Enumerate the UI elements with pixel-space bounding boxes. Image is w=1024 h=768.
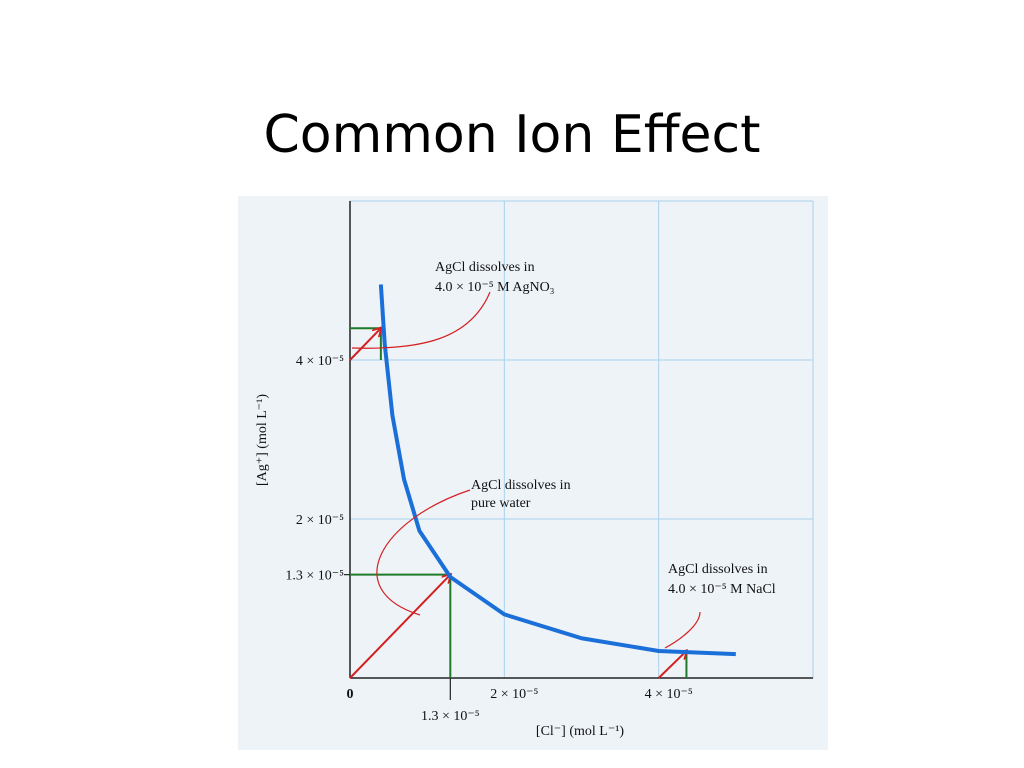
chart-background <box>238 196 828 750</box>
slide-title: Common Ion Effect <box>263 105 760 165</box>
curve <box>378 284 736 657</box>
arrow <box>349 328 381 361</box>
annotation: AgCl dissolves in <box>471 478 571 493</box>
y-axis-label: [Ag⁺] (mol L⁻¹) <box>255 394 270 486</box>
annotation: pure water <box>471 496 531 511</box>
x-axis-label: [Cl⁻] (mol L⁻¹) <box>536 724 625 739</box>
y-tick-label: 4 × 10⁻⁵ <box>296 354 344 369</box>
x-tick-label: 4 × 10⁻⁵ <box>645 687 693 702</box>
callout <box>664 611 701 649</box>
y-tick-label: 2 × 10⁻⁵ <box>296 513 344 528</box>
annotation: AgCl dissolves in <box>668 562 768 577</box>
callout <box>351 291 491 349</box>
x-tick-label: 0 <box>347 687 354 702</box>
annotation: 4.0 × 10⁻⁵ M NaCl <box>668 582 776 597</box>
x-tick-label: 2 × 10⁻⁵ <box>490 687 538 702</box>
annotation: 4.0 × 10⁻⁵ M AgNO₃ <box>435 280 555 295</box>
arrow <box>657 651 687 679</box>
callout <box>376 489 471 616</box>
y-tick-label: 1.3 × 10⁻⁵ <box>285 569 344 584</box>
arrow <box>349 575 450 679</box>
x-tick-label: 1.3 × 10⁻⁵ <box>421 709 480 724</box>
annotation: AgCl dissolves in <box>435 260 535 275</box>
plot: 0 2 × 10⁻⁵ 4 × 10⁻⁵ 1.3 × 10⁻⁵ 4 × 10⁻⁵ 2 × 1… <box>285 200 814 724</box>
